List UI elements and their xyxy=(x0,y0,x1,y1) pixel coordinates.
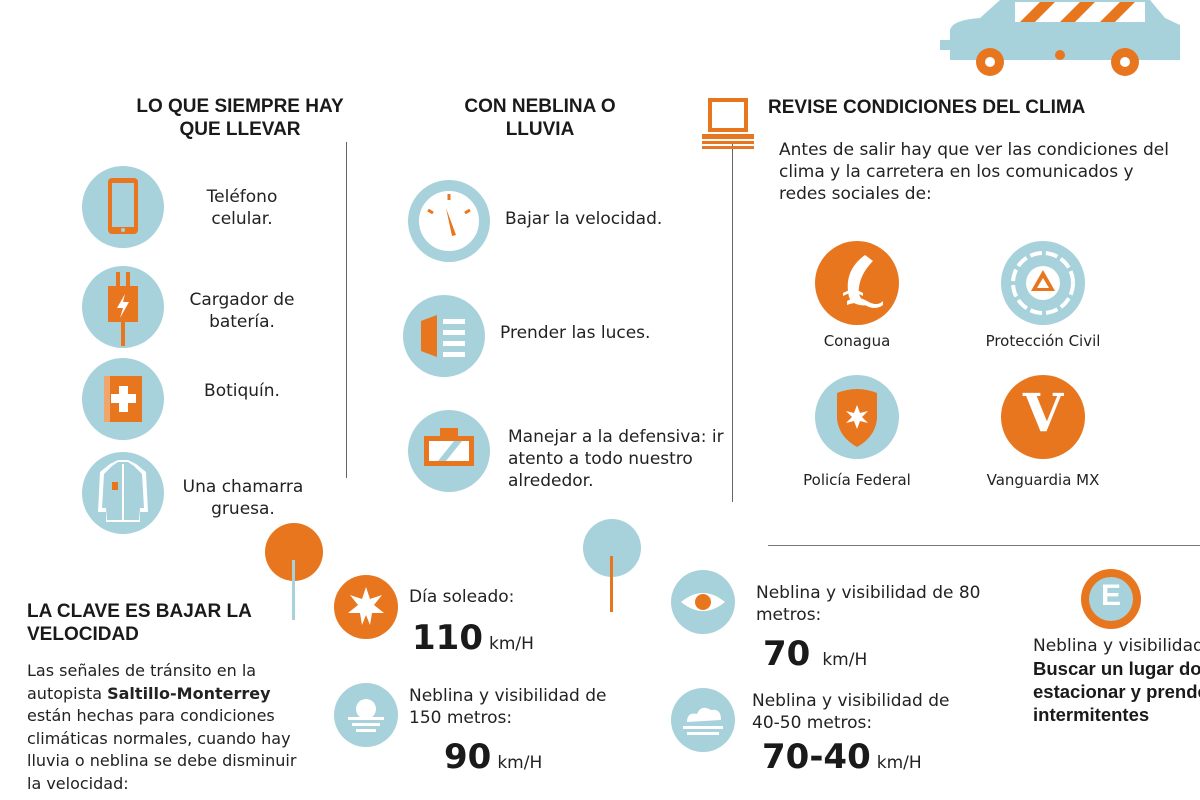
speed-title: LA CLAVE ES BAJAR LA VELOCIDAD xyxy=(27,601,252,645)
condition-label: Neblina y visibilidad de 80 metros: xyxy=(756,583,981,625)
eye-icon xyxy=(671,570,735,634)
col1-title: LO QUE SIEMPRE HAY QUE LLEVAR xyxy=(136,96,344,140)
col3-title: REVISE CONDICIONES DEL CLIMA xyxy=(768,97,1086,118)
divider xyxy=(732,142,733,502)
source-label: Protección Civil xyxy=(985,332,1101,350)
speed-value: 110 km/H xyxy=(412,618,534,658)
condition-label: Neblina y visibilidad de 40-50 metros: xyxy=(752,691,950,733)
speed-value: 70 km/H xyxy=(763,634,867,674)
speed-body-text: están hechas para condiciones climáticas… xyxy=(27,706,297,793)
null-visibility-label: Neblina y visibilidad nula xyxy=(1033,636,1200,656)
item-label: Bajar la velocidad. xyxy=(505,209,663,229)
jacket-icon xyxy=(82,452,164,534)
item-label: Teléfono celular. xyxy=(206,187,278,229)
car-illustration-icon xyxy=(940,0,1180,76)
vanguardia-letter: V xyxy=(1022,383,1064,444)
null-visibility-block: Neblina y visibilidad nula Buscar un lug… xyxy=(1033,636,1200,726)
cellphone-icon xyxy=(82,166,164,248)
divider xyxy=(346,142,347,478)
policia-federal-badge-icon xyxy=(815,375,899,459)
source-label: Vanguardia MX xyxy=(986,471,1100,489)
battery-charger-icon xyxy=(82,266,164,348)
divider xyxy=(768,545,1200,546)
first-aid-kit-icon xyxy=(82,358,164,440)
speed-unit: km/H xyxy=(488,634,534,654)
item-label: Cargador de batería. xyxy=(189,290,295,332)
speed-body-text: Las señales de tránsito en la autopista xyxy=(27,661,257,703)
speedometer-icon xyxy=(408,180,490,262)
laptop-icon xyxy=(702,98,754,149)
item-label: Prender las luces. xyxy=(500,323,651,343)
source-label: Conagua xyxy=(823,332,891,350)
tree-icon xyxy=(265,523,323,620)
proteccion-civil-logo-icon xyxy=(1001,241,1085,325)
windshield-icon xyxy=(408,410,490,492)
item-label: Botiquín. xyxy=(204,381,280,401)
speed-number: 70-40 xyxy=(762,737,871,777)
speed-number: 90 xyxy=(444,737,492,777)
speed-value: 90 km/H xyxy=(444,737,542,777)
headlight-icon xyxy=(403,295,485,377)
tree-icon xyxy=(583,519,641,612)
speed-body-road: Saltillo-Monterrey xyxy=(107,683,271,703)
cloud-icon xyxy=(671,688,735,752)
conagua-logo-icon xyxy=(815,241,899,325)
null-visibility-action: Buscar un lugar donde estacionar y prend… xyxy=(1033,658,1200,725)
source-label: Policía Federal xyxy=(803,471,911,489)
fog-icon xyxy=(334,683,398,747)
parking-e-icon: E xyxy=(1081,569,1141,629)
speed-value: 70-40 km/H xyxy=(762,737,922,777)
speed-unit: km/H xyxy=(497,753,543,773)
col3-intro: Antes de salir hay que ver las condicion… xyxy=(779,140,1169,204)
sun-icon xyxy=(334,575,398,639)
speed-body: Las señales de tránsito en la autopista … xyxy=(27,660,297,795)
item-label: Una chamarra gruesa. xyxy=(182,477,304,519)
condition-label: Día soleado: xyxy=(409,587,515,607)
item-label: Manejar a la defensiva: ir atento a todo… xyxy=(508,427,724,491)
speed-number: 110 xyxy=(412,618,483,658)
col2-title: CON NEBLINA O LLUVIA xyxy=(464,96,616,140)
speed-number: 70 xyxy=(763,634,811,674)
parking-letter: E xyxy=(1100,579,1121,612)
vanguardia-logo-icon: V xyxy=(1001,375,1085,459)
speed-unit: km/H xyxy=(822,650,868,670)
condition-label: Neblina y visibilidad de 150 metros: xyxy=(409,686,607,728)
speed-unit: km/H xyxy=(876,753,922,773)
